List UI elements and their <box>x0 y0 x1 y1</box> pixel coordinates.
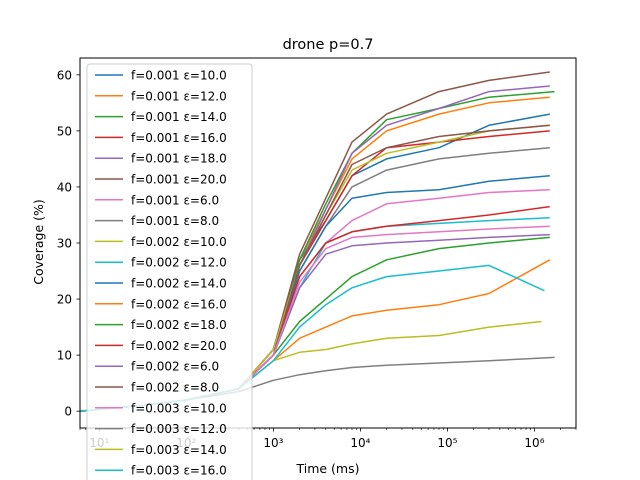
legend-label: f=0.003 ε=16.0 <box>131 464 227 478</box>
legend-label: f=0.002 ε=16.0 <box>131 297 227 311</box>
legend-label: f=0.001 ε=6.0 <box>131 193 219 207</box>
legend-label: f=0.001 ε=12.0 <box>131 89 227 103</box>
x-tick-label: 10⁶ <box>524 436 544 450</box>
y-tick-label: 40 <box>57 180 72 194</box>
x-tick-label: 10⁴ <box>350 436 370 450</box>
chart-title: drone p=0.7 <box>283 37 374 53</box>
y-tick-label: 30 <box>57 237 72 251</box>
y-tick-label: 50 <box>57 124 72 138</box>
legend-label: f=0.002 ε=14.0 <box>131 277 227 291</box>
y-tick-label: 10 <box>57 349 72 363</box>
x-tick-label: 10³ <box>263 436 283 450</box>
legend-label: f=0.002 ε=20.0 <box>131 339 227 353</box>
legend-label: f=0.001 ε=8.0 <box>131 214 219 228</box>
legend-label: f=0.002 ε=10.0 <box>131 235 227 249</box>
y-tick-label: 0 <box>64 405 72 419</box>
y-axis-label: Coverage (%) <box>31 199 46 285</box>
y-tick-label: 20 <box>57 293 72 307</box>
legend-label: f=0.002 ε=6.0 <box>131 360 219 374</box>
legend-label: f=0.003 ε=10.0 <box>131 401 227 415</box>
legend-box <box>86 63 253 480</box>
legend-label: f=0.002 ε=12.0 <box>131 256 227 270</box>
legend-label: f=0.002 ε=8.0 <box>131 381 219 395</box>
y-tick-label: 60 <box>57 68 72 82</box>
legend: f=0.001 ε=10.0 f=0.001 ε=12.0 f=0.001 ε=14… <box>86 63 253 480</box>
legend-label: f=0.003 ε=12.0 <box>131 422 227 436</box>
legend-label: f=0.001 ε=18.0 <box>131 152 227 166</box>
legend-label: f=0.001 ε=10.0 <box>131 69 227 83</box>
y-axis-ticks: 0 10 20 30 40 50 60 <box>57 68 80 419</box>
legend-label: f=0.002 ε=18.0 <box>131 318 227 332</box>
legend-label: f=0.001 ε=16.0 <box>131 131 227 145</box>
legend-label: f=0.003 ε=14.0 <box>131 443 227 457</box>
legend-label: f=0.001 ε=20.0 <box>131 173 227 187</box>
x-tick-label: 10⁵ <box>437 436 457 450</box>
legend-label: f=0.001 ε=14.0 <box>131 110 227 124</box>
x-axis-label: Time (ms) <box>295 461 359 476</box>
